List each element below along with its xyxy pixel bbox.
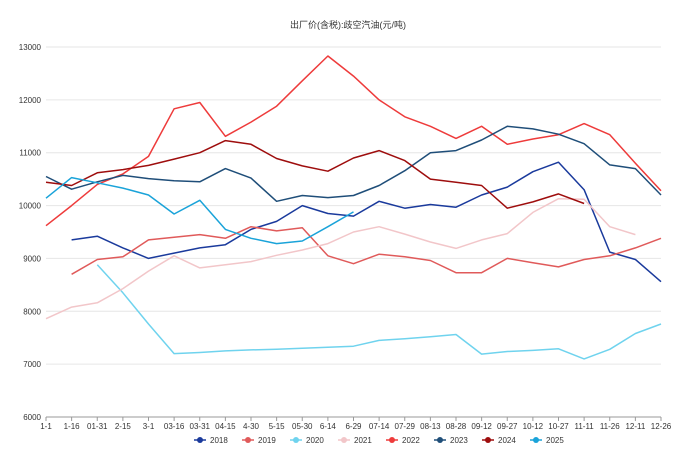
- legend-marker: [533, 437, 539, 443]
- x-tick-label: 04-15: [215, 422, 236, 431]
- legend-label: 2019: [258, 436, 276, 445]
- legend-label: 2025: [546, 436, 564, 445]
- legend-marker: [437, 437, 443, 443]
- x-tick-label: 07-29: [395, 422, 416, 431]
- legend-marker: [485, 437, 491, 443]
- series-line-2018: [71, 161, 662, 283]
- legend[interactable]: 2018 2019 2020 2021 2022 2023 2024 2025: [194, 436, 564, 445]
- x-tick-label: 1-1: [40, 422, 52, 431]
- x-tick-label: 11-26: [600, 422, 620, 431]
- x-tick-label: 12-26: [651, 422, 672, 431]
- x-tick-label: 12-11: [625, 422, 645, 431]
- legend-label: 2023: [450, 436, 468, 445]
- legend-label: 2022: [402, 436, 420, 445]
- x-tick-label: 05-30: [292, 422, 313, 431]
- y-tick-label: 13000: [19, 43, 42, 52]
- y-tick-label: 12000: [19, 96, 42, 105]
- series-lines: [45, 55, 662, 360]
- x-axis-ticks: 1-1 1-16 01-31 2-15 3-1 03-16 03-31 04-15 4-30 5-…: [40, 417, 672, 431]
- y-tick-label: 10000: [19, 202, 42, 211]
- legend-item-2018[interactable]: 2018: [194, 436, 228, 445]
- y-tick-label: 6000: [23, 413, 41, 422]
- series-line-2023: [45, 125, 662, 203]
- y-tick-label: 9000: [23, 254, 41, 263]
- x-tick-label: 3-1: [143, 422, 155, 431]
- legend-marker: [197, 437, 203, 443]
- x-tick-label: 6-14: [320, 422, 337, 431]
- x-tick-label: 5-15: [269, 422, 286, 431]
- legend-label: 2021: [354, 436, 372, 445]
- legend-item-2020[interactable]: 2020: [290, 436, 324, 445]
- y-axis-ticks: 6000 7000 8000 9000 10000 11000 12000 13000: [19, 43, 42, 422]
- legend-marker: [341, 437, 347, 443]
- x-tick-label: 1-16: [64, 422, 81, 431]
- legend-item-2025[interactable]: 2025: [530, 436, 564, 445]
- series-line-2022: [45, 55, 662, 227]
- series-line-2020: [96, 264, 662, 360]
- legend-item-2023[interactable]: 2023: [434, 436, 468, 445]
- y-tick-label: 11000: [19, 149, 41, 158]
- y-tick-label: 8000: [23, 307, 41, 316]
- legend-item-2024[interactable]: 2024: [482, 436, 516, 445]
- legend-item-2019[interactable]: 2019: [242, 436, 276, 445]
- x-tick-label: 10-12: [523, 422, 544, 431]
- x-tick-label: 07-14: [369, 422, 390, 431]
- x-tick-label: 09-12: [471, 422, 492, 431]
- legend-item-2022[interactable]: 2022: [386, 436, 420, 445]
- legend-label: 2020: [306, 436, 324, 445]
- chart-title: 出厂价(含税):歧空汽油(元/吨): [290, 19, 406, 30]
- x-tick-label: 6-29: [345, 422, 362, 431]
- legend-item-2021[interactable]: 2021: [338, 436, 372, 445]
- x-tick-label: 11-11: [574, 422, 594, 431]
- x-tick-label: 01-31: [87, 422, 108, 431]
- x-tick-label: 08-28: [446, 422, 467, 431]
- series-line-2025: [45, 176, 354, 245]
- series-line-2021: [45, 197, 636, 320]
- x-tick-label: 2-15: [115, 422, 132, 431]
- x-tick-label: 10-27: [548, 422, 569, 431]
- legend-marker: [293, 437, 299, 443]
- series-line-2024: [45, 139, 585, 209]
- x-tick-label: 08-13: [420, 422, 441, 431]
- x-tick-label: 03-16: [164, 422, 185, 431]
- y-tick-label: 7000: [23, 360, 41, 369]
- legend-label: 2024: [498, 436, 516, 445]
- legend-marker: [245, 437, 251, 443]
- x-tick-label: 4-30: [243, 422, 260, 431]
- x-tick-label: 03-31: [190, 422, 211, 431]
- series-line-2019: [71, 225, 662, 275]
- legend-marker: [389, 437, 395, 443]
- legend-label: 2018: [210, 436, 228, 445]
- x-tick-label: 09-27: [497, 422, 518, 431]
